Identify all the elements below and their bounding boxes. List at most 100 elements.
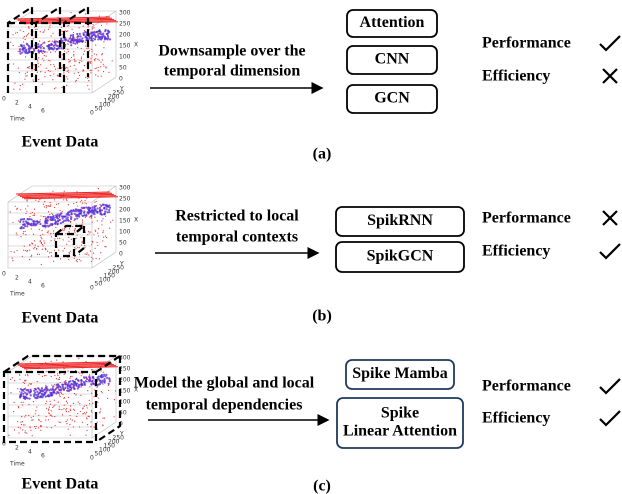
event-dot (76, 261, 78, 263)
event-band (99, 375, 103, 378)
event-dot (99, 411, 101, 413)
event-dot (68, 240, 70, 242)
event-dot (65, 198, 68, 200)
event-dot (61, 86, 63, 89)
event-dot (73, 60, 76, 62)
event-dot (50, 236, 53, 238)
event-band (82, 33, 85, 36)
event-strip (17, 17, 113, 21)
event-dot (43, 206, 45, 208)
event-band (92, 209, 96, 212)
event-band (70, 212, 73, 216)
event-dot (42, 245, 44, 247)
event-dot (58, 421, 60, 423)
y-axis-label: Y (119, 86, 124, 93)
time-tick-label: 0 (2, 441, 6, 448)
event-dot (29, 244, 31, 246)
event-band (46, 216, 49, 219)
arrow-text: temporal contexts (176, 229, 298, 246)
event-band (48, 224, 51, 227)
event-dot (21, 255, 23, 257)
event-dot (53, 206, 56, 209)
event-dot (59, 209, 61, 211)
event-band (91, 379, 94, 383)
event-band (90, 383, 93, 386)
event-dot (75, 248, 77, 250)
event-band (79, 208, 82, 212)
event-band (93, 31, 97, 34)
event-dot (102, 231, 104, 234)
event-dot (81, 219, 84, 221)
event-dot (62, 361, 64, 363)
event-dot (25, 414, 27, 416)
event-dot (63, 247, 66, 249)
event-dot (65, 409, 67, 411)
event-dot (37, 66, 40, 68)
event-dot (66, 243, 68, 245)
event-dot (80, 58, 83, 60)
event-dot (97, 58, 99, 60)
arrow-text: Restricted to local (175, 208, 299, 225)
event-dot (54, 238, 56, 240)
event-dot (68, 253, 71, 255)
event-dot (69, 377, 71, 379)
event-dot (39, 199, 41, 201)
z-tick-label: 200 (119, 377, 131, 384)
event-dot (80, 375, 82, 377)
event-dot (67, 78, 69, 80)
event-band (108, 380, 111, 383)
event-band (33, 393, 36, 396)
event-band (103, 373, 106, 376)
event-dot (87, 381, 89, 383)
event-dot (54, 239, 56, 241)
event-band (99, 32, 102, 35)
event-dot (89, 386, 91, 388)
method-box (346, 9, 438, 38)
event-dot (23, 245, 25, 247)
event-band (22, 220, 25, 223)
event-band (75, 382, 78, 385)
event-dot (72, 426, 75, 428)
event-dot (91, 243, 93, 245)
event-dot (74, 247, 76, 249)
event-band (55, 392, 58, 395)
event-dot (45, 384, 47, 386)
event-dot (36, 71, 39, 73)
event-dot (10, 41, 12, 43)
event-band (96, 207, 99, 210)
event-dot (41, 238, 43, 240)
event-band (94, 35, 97, 39)
event-band (70, 38, 73, 41)
event-band (87, 212, 90, 215)
event-band (84, 380, 88, 383)
event-dot (21, 421, 24, 423)
event-dot (100, 252, 102, 254)
event-dot (94, 201, 96, 204)
event-dot (58, 216, 61, 219)
event-dot (41, 83, 43, 85)
event-band (73, 218, 77, 221)
event-dot (80, 47, 82, 50)
event-dot (88, 415, 90, 418)
event-band (49, 391, 52, 394)
event-dot (100, 24, 103, 26)
event-dot (65, 411, 67, 413)
event-dot (50, 360, 52, 362)
dashed-window (54, 224, 88, 258)
event-dot (86, 424, 89, 426)
event-dot (60, 387, 62, 390)
event-dot (73, 51, 75, 53)
y-tick-label: 50 (95, 281, 103, 288)
z-tick-label: 150 (119, 218, 131, 225)
event-dot (49, 26, 51, 28)
time-tick-label: 2 (15, 275, 19, 282)
event-band (27, 222, 30, 226)
event-dot (14, 205, 16, 207)
event-dot (49, 75, 51, 77)
event-dot (53, 405, 55, 407)
event-dot (28, 65, 30, 68)
event-dot (56, 74, 58, 76)
event-dot (27, 34, 29, 36)
event-dot (73, 220, 75, 222)
event-band (55, 47, 58, 51)
